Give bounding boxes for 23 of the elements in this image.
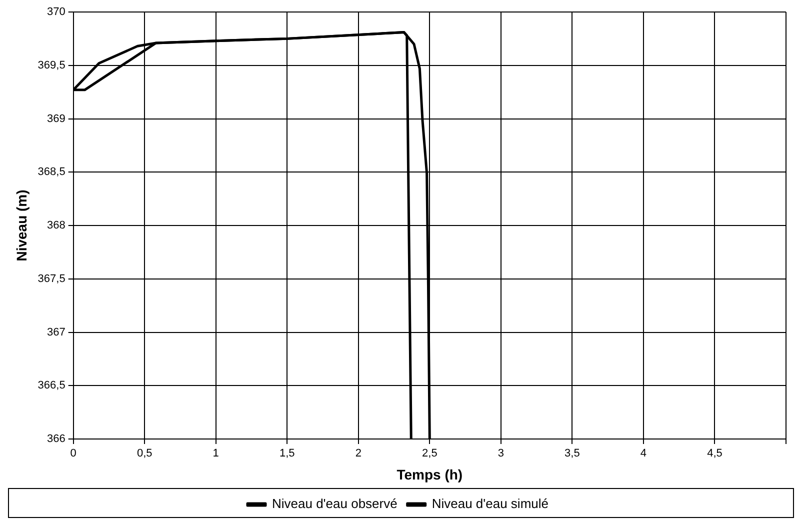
y-tick-label: 369 [46, 112, 66, 125]
x-tick-label: 0,5 [136, 448, 152, 460]
y-tick-label: 369,5 [38, 59, 66, 72]
x-tick-label: 1 [212, 448, 219, 460]
y-tick-label: 370 [46, 6, 66, 18]
x-tick-label: 3 [498, 448, 504, 460]
x-tick-label: 2 [355, 448, 362, 460]
y-tick-label: 366 [46, 433, 66, 446]
y-tick-label: 367 [46, 326, 66, 338]
x-tick-label: 1,5 [279, 448, 295, 460]
y-tick-label: 368 [46, 220, 66, 232]
y-tick-label: 368,5 [38, 166, 66, 178]
x-axis-title: Temps (h) [396, 466, 463, 482]
y-axis-title: Niveau (m) [13, 190, 30, 262]
x-tick-label: 4,5 [707, 448, 722, 460]
legend-label: Niveau d'eau observé [272, 496, 398, 512]
legend-label: Niveau d'eau simulé [432, 496, 549, 512]
y-tick-label: 366,5 [38, 380, 66, 392]
x-tick-label: 4 [640, 448, 647, 460]
x-tick-label: 3,5 [564, 448, 580, 460]
y-tick-label: 367,5 [38, 272, 66, 285]
x-tick-label: 0 [70, 448, 76, 460]
x-tick-label: 2,5 [422, 448, 438, 460]
